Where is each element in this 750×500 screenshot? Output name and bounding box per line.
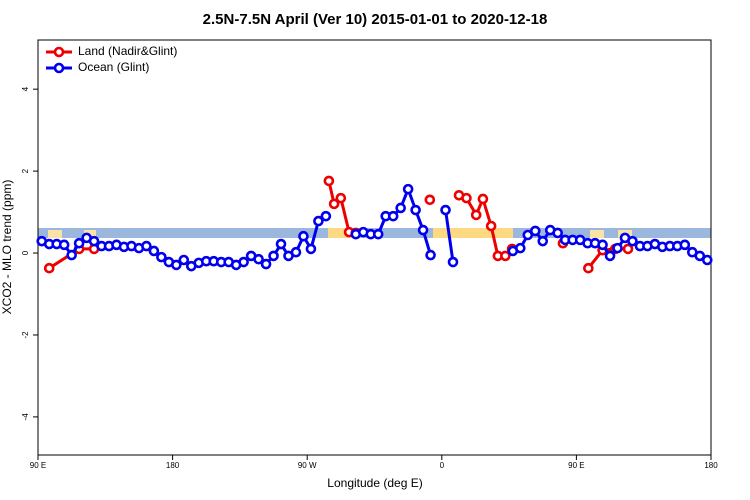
data-point <box>178 254 190 266</box>
data-point <box>552 227 564 239</box>
data-point <box>372 228 384 240</box>
data-point <box>701 254 713 266</box>
chart-title: 2.5N-7.5N April (Ver 10) 2015-01-01 to 2… <box>203 11 548 28</box>
data-point <box>470 209 482 221</box>
data-point <box>447 256 459 268</box>
data-point <box>529 225 541 237</box>
data-point <box>537 235 549 247</box>
plot-frame <box>37 39 712 456</box>
data-point <box>604 250 616 262</box>
data-point <box>622 243 634 255</box>
data-point <box>305 243 317 255</box>
data-point <box>461 192 472 204</box>
data-point <box>43 262 55 274</box>
y-tick-label: 0 <box>21 250 30 255</box>
data-point <box>328 198 340 210</box>
data-point <box>275 238 287 250</box>
legend-label: Land (Nadir&Glint) <box>78 44 177 58</box>
land-band <box>433 228 513 238</box>
data-point <box>417 224 429 236</box>
legend-label: Ocean (Glint) <box>78 60 149 74</box>
data-point <box>238 256 249 268</box>
land-band <box>48 230 62 238</box>
x-tick-label: 90 E <box>568 461 584 470</box>
data-point <box>402 183 414 195</box>
data-point <box>335 192 347 204</box>
data-point <box>298 230 309 242</box>
data-point <box>320 210 332 222</box>
x-tick-label: 0 <box>440 461 445 470</box>
data-point <box>694 250 706 262</box>
data-point <box>290 246 302 258</box>
legend-marker <box>53 62 65 74</box>
data-point <box>612 242 623 254</box>
data-point <box>410 204 421 216</box>
data-point <box>500 250 511 262</box>
x-axis-label: Longitude (deg E) <box>327 476 422 490</box>
data-point <box>425 249 436 261</box>
data-point <box>141 240 152 252</box>
data-point <box>313 215 324 227</box>
data-point <box>73 237 85 249</box>
data-point <box>148 245 160 257</box>
data-point <box>627 235 638 247</box>
data-point <box>583 262 594 274</box>
data-point <box>66 249 77 261</box>
data-point <box>395 202 406 214</box>
data-point <box>679 239 691 251</box>
y-tick-label: -4 <box>21 413 30 421</box>
x-tick-label: 180 <box>704 461 718 470</box>
data-point <box>515 242 526 254</box>
data-point <box>171 259 182 271</box>
y-tick-label: 4 <box>21 86 30 91</box>
data-point <box>440 204 451 216</box>
data-point <box>268 250 279 262</box>
y-tick-label: 2 <box>21 168 30 173</box>
data-point <box>253 253 264 265</box>
data-point <box>387 210 399 222</box>
data-point <box>58 239 70 251</box>
data-point <box>485 220 497 232</box>
data-point <box>424 194 436 206</box>
data-point <box>597 239 608 251</box>
data-point <box>260 258 272 270</box>
data-point <box>477 193 489 205</box>
y-axis-label: XCO2 - MLO trend (ppm) <box>0 180 14 315</box>
x-tick-label: 90 E <box>30 461 46 470</box>
data-point <box>156 251 167 263</box>
data-point <box>88 235 100 247</box>
legend-marker <box>53 46 65 58</box>
data-point <box>323 175 335 187</box>
land-band <box>328 228 352 238</box>
land-band <box>590 230 604 238</box>
series-line <box>444 209 455 263</box>
x-tick-label: 180 <box>166 461 180 470</box>
data-point <box>522 229 534 241</box>
y-tick-label: -2 <box>21 331 30 339</box>
x-tick-label: 90 W <box>298 461 317 470</box>
